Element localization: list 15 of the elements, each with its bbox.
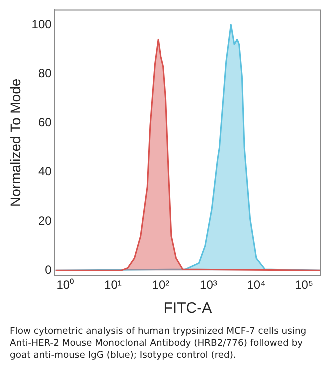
y-axis-title: Normalized To Mode — [7, 78, 24, 207]
y-tick-label: 0 — [45, 263, 52, 277]
x-tick-label: 10⁰ — [56, 278, 74, 292]
x-tick-label: 10³ — [200, 278, 218, 292]
x-tick-label: 10⁴ — [247, 278, 266, 292]
text: Flow cytometric analysis of human trypsinized MCF-7 cells using Anti-HER-2 Mouse Monoclonal Antibody (HRB2/776) followed by goat anti-mouse IgG (blue); Isotype control (red). — [10, 326, 308, 362]
y-tick-label: 100 — [32, 17, 52, 32]
y-tick-label: 80 — [38, 66, 52, 80]
x-tick-label: 10⁵ — [295, 278, 314, 292]
y-tick-label: 60 — [38, 116, 52, 130]
x-tick-label: 10¹ — [104, 278, 122, 292]
y-tick-label: 40 — [38, 164, 52, 179]
y-tick-label: 20 — [38, 214, 52, 228]
x-axis-title: FITC-A — [164, 300, 212, 318]
x-tick-label: 10² — [152, 278, 170, 292]
